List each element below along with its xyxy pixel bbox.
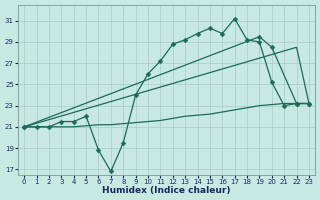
X-axis label: Humidex (Indice chaleur): Humidex (Indice chaleur) bbox=[102, 186, 231, 195]
